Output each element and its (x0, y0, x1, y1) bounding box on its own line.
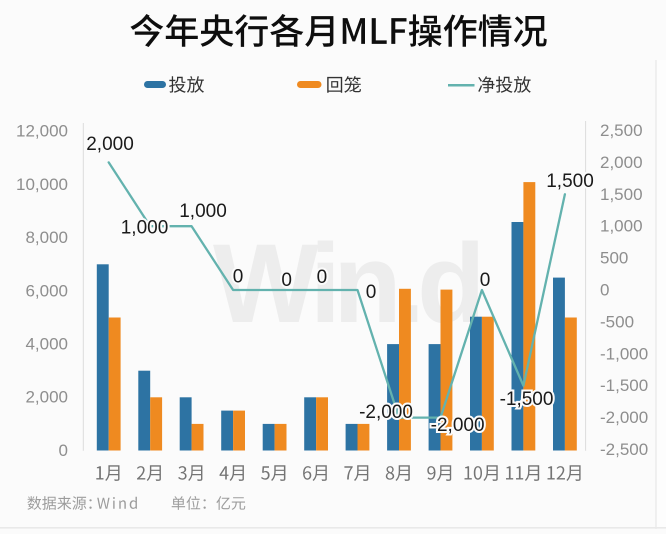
svg-text:-500: -500 (600, 312, 634, 331)
svg-text:1,000: 1,000 (600, 217, 643, 236)
svg-text:1,000: 1,000 (121, 217, 169, 238)
svg-text:12,000: 12,000 (16, 122, 68, 141)
svg-text:0: 0 (366, 282, 377, 303)
svg-text:10,000: 10,000 (16, 175, 68, 194)
svg-text:2,000: 2,000 (86, 134, 134, 155)
svg-text:2,000: 2,000 (25, 388, 68, 407)
svg-text:0: 0 (317, 267, 328, 288)
svg-text:2,500: 2,500 (600, 121, 643, 140)
svg-text:0: 0 (59, 441, 68, 460)
svg-text:2,000: 2,000 (600, 153, 643, 172)
svg-text:500: 500 (600, 249, 628, 268)
svg-text:-2,000: -2,000 (359, 402, 413, 423)
svg-text:-2,000: -2,000 (600, 408, 648, 427)
svg-text:0: 0 (480, 270, 491, 291)
svg-text:1,500: 1,500 (600, 185, 643, 204)
svg-text:4,000: 4,000 (25, 335, 68, 354)
svg-text:8,000: 8,000 (25, 228, 68, 247)
svg-text:-2,000: -2,000 (431, 415, 485, 436)
svg-text:0: 0 (600, 281, 609, 300)
svg-text:6,000: 6,000 (25, 281, 68, 300)
svg-text:-1,000: -1,000 (600, 344, 648, 363)
svg-text:-1,500: -1,500 (500, 389, 554, 410)
svg-text:1,000: 1,000 (179, 201, 227, 222)
svg-text:0: 0 (281, 270, 292, 291)
svg-text:-1,500: -1,500 (600, 376, 648, 395)
svg-text:1,500: 1,500 (546, 171, 594, 192)
svg-text:-2,500: -2,500 (600, 440, 648, 459)
svg-text:Win.d: Win.d (213, 221, 479, 346)
svg-text:0: 0 (233, 266, 244, 287)
